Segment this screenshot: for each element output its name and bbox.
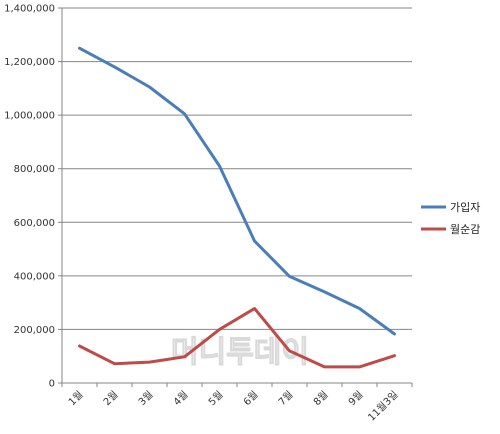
series-lines <box>78 46 396 369</box>
y-tick-label: 1,200,000 <box>4 57 55 68</box>
x-tick-label: 8월 <box>311 389 330 408</box>
gridlines <box>58 7 413 387</box>
y-tick-label: 1,000,000 <box>4 111 55 122</box>
x-tick-label: 4월 <box>171 389 190 408</box>
legend-label: 가입자 <box>450 201 480 214</box>
x-tick-label: 1월 <box>66 389 85 408</box>
watermark-text: 머니투데이 <box>171 335 309 370</box>
series-line-1 <box>78 46 396 336</box>
legend-label: 월순감 <box>450 223 480 236</box>
y-tick-label: 1,400,000 <box>4 4 55 15</box>
x-tick-label: 3월 <box>136 389 155 408</box>
y-tick-label: 800,000 <box>14 164 55 175</box>
y-tick-label: 600,000 <box>14 218 55 229</box>
x-tick-label: 7월 <box>276 389 295 408</box>
y-tick-label: 400,000 <box>14 271 55 282</box>
x-tick-label: 9월 <box>346 389 365 408</box>
x-tick-label: 6월 <box>241 389 260 408</box>
x-tick-label: 2월 <box>101 389 120 408</box>
y-tick-label: 200,000 <box>14 325 55 336</box>
y-tick-label: 0 <box>49 379 55 390</box>
x-tick-label: 11월3일 <box>366 389 401 424</box>
axes <box>61 8 412 384</box>
x-tick-label: 5월 <box>206 389 225 408</box>
x-tick-labels: 1월 2월 3월 4월 5월 6월 7월 8월 9월 11월3일 <box>66 389 400 424</box>
y-tick-labels: 0 200,000 400,000 600,000 800,000 1,000,000 1,… <box>4 4 55 390</box>
series-line-2 <box>78 307 396 369</box>
